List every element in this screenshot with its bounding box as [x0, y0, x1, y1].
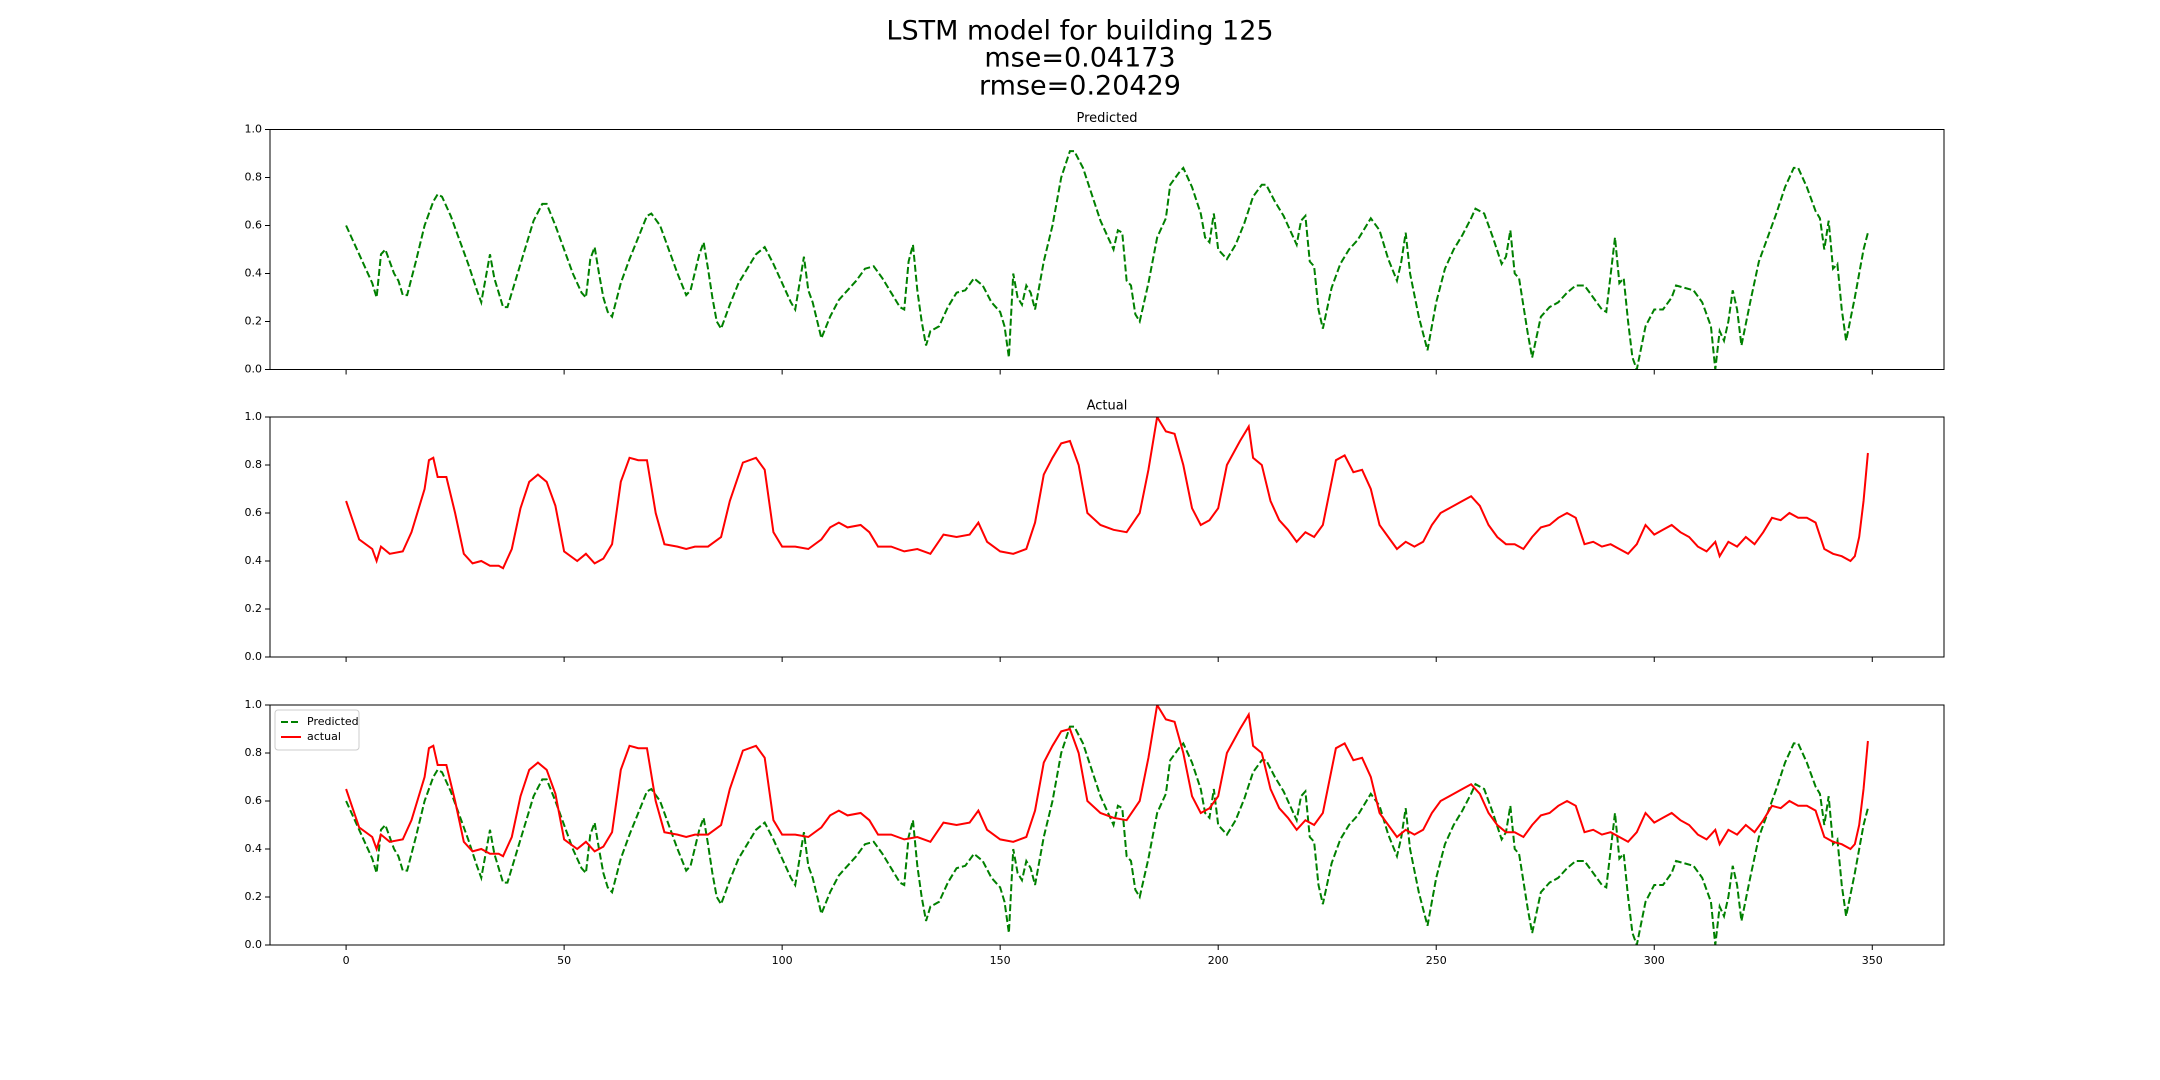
figure-title: LSTM model for building 125	[886, 16, 1273, 47]
figure-subtitle: mse=0.04173	[984, 43, 1175, 74]
legend-label: Predicted	[307, 715, 359, 728]
legend-box	[274, 709, 360, 751]
legend-label: actual	[307, 730, 341, 743]
axes-frame	[269, 416, 1945, 658]
y-tick-label: 0.8	[245, 171, 263, 184]
y-tick-label: 0.6	[245, 219, 263, 232]
y-tick-label: 0.4	[245, 554, 263, 567]
y-tick-label: 1.0	[245, 698, 263, 711]
x-tick-label: 50	[557, 954, 571, 967]
y-tick-label: 0.0	[245, 363, 263, 376]
y-tick-label: 0.0	[245, 938, 263, 951]
series-line	[345, 705, 1869, 858]
x-tick-label: 200	[1208, 954, 1229, 967]
subplot-title: Predicted	[1076, 111, 1137, 126]
y-tick-label: 0.2	[245, 890, 263, 903]
y-tick-label: 0.4	[245, 267, 263, 280]
figure-subtitle: rmse=0.20429	[979, 71, 1181, 102]
y-tick-label: 0.2	[245, 315, 263, 328]
series-line	[345, 150, 1869, 370]
x-tick-label: 300	[1644, 954, 1665, 967]
series-line	[345, 417, 1869, 570]
y-tick-label: 1.0	[245, 123, 263, 136]
y-tick-label: 0.2	[245, 602, 263, 615]
x-tick-label: 150	[990, 954, 1011, 967]
y-tick-label: 1.0	[245, 410, 263, 423]
y-tick-label: 0.8	[245, 458, 263, 471]
series-line	[345, 725, 1869, 945]
subplot-title: Actual	[1087, 399, 1128, 414]
y-tick-label: 0.6	[245, 506, 263, 519]
axes-frame	[269, 129, 1945, 370]
x-tick-label: 100	[772, 954, 793, 967]
x-tick-label: 350	[1862, 954, 1883, 967]
x-tick-label: 0	[343, 954, 350, 967]
y-tick-label: 0.4	[245, 842, 263, 855]
y-tick-label: 0.6	[245, 794, 263, 807]
y-tick-label: 0.8	[245, 746, 263, 759]
y-tick-label: 0.0	[245, 650, 263, 663]
x-tick-label: 250	[1426, 954, 1447, 967]
axes-frame	[269, 704, 1945, 946]
